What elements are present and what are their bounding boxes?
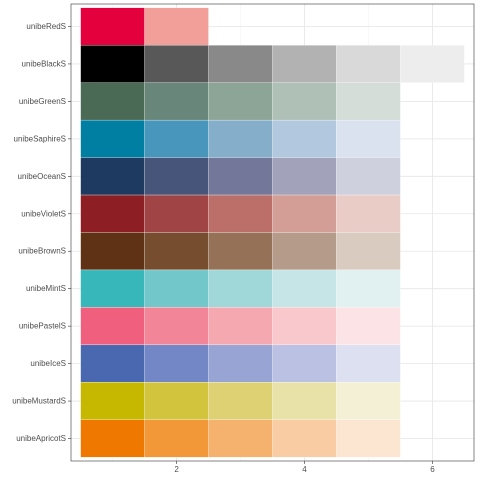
swatch-tile [336,269,401,308]
swatch-tile [272,344,337,383]
y-tick-label: unibeMintS [26,284,66,293]
x-tick-label: 2 [174,465,179,474]
y-tick-label: unibeGreenS [19,97,66,106]
swatch-tile [80,419,145,458]
y-tick-label: unibeApricotS [16,434,66,443]
swatch-tile [144,119,209,158]
y-tick-label: unibeBlackS [22,59,66,68]
x-tick-label: 4 [302,465,307,474]
swatch-tile [144,7,209,46]
y-tick-label: unibeMustardS [12,397,66,406]
swatch-tile [336,45,401,83]
swatch-tile [80,269,145,308]
swatch-tile [80,344,145,383]
swatch-tile [80,307,145,346]
swatch-tile [272,194,337,233]
y-tick-label: unibeSaphireS [14,134,66,143]
swatch-tile [208,194,273,233]
x-axis: 2 4 6 [174,461,435,474]
swatch-tile [208,119,273,158]
swatch-tile [144,157,209,196]
swatch-tile [400,45,465,83]
swatch-tile [336,232,401,271]
swatch-tile [80,382,145,420]
swatch-tile [144,419,209,458]
swatch-tile [272,82,337,121]
swatch-tile [272,157,337,196]
swatch-tile [208,82,273,121]
swatch-tile [144,307,209,346]
swatch-tile [208,45,273,83]
swatch-tile [208,419,273,458]
color-tiles [80,7,465,458]
swatch-tile [272,45,337,83]
swatch-tile [336,157,401,196]
swatch-tile [144,344,209,383]
swatch-tile [208,344,273,383]
swatch-tile [272,269,337,308]
swatch-tile [272,419,337,458]
swatch-tile [80,119,145,158]
swatch-tile [272,232,337,271]
swatch-tile [80,194,145,233]
y-tick-label: unibeVioletS [21,209,66,218]
swatch-tile [144,82,209,121]
swatch-tile [272,119,337,158]
swatch-tile [336,119,401,158]
swatch-tile [144,45,209,83]
swatch-tile [80,45,145,83]
swatch-tile [144,382,209,420]
swatch-tile [208,307,273,346]
swatch-tile [80,157,145,196]
swatch-tile [208,232,273,271]
swatch-tile [208,157,273,196]
plot-border [70,3,475,462]
x-tick-label: 6 [430,465,435,474]
swatch-tile [208,382,273,420]
swatch-tile [272,307,337,346]
swatch-tile [80,7,145,46]
swatch-tile [336,194,401,233]
y-tick-label: unibeOceanS [18,172,66,181]
y-tick-label: unibeIceS [30,359,66,368]
swatch-tile [144,194,209,233]
swatch-tile [336,419,401,458]
swatch-tile [80,232,145,271]
y-tick-label: unibeRedS [26,22,66,31]
swatch-tile [272,382,337,420]
y-tick-label: unibeBrownS [18,247,66,256]
swatch-tile [144,269,209,308]
swatch-tile [144,232,209,271]
swatch-tile [336,344,401,383]
swatch-tile [336,82,401,121]
swatch-tile [80,82,145,121]
y-tick-label: unibePastelS [19,322,66,331]
swatch-tile [208,269,273,308]
swatch-tile [336,382,401,420]
y-axis: unibeRedS unibeBlackS unibeGreenS unibeSaph… [12,22,71,443]
swatch-tile [336,307,401,346]
